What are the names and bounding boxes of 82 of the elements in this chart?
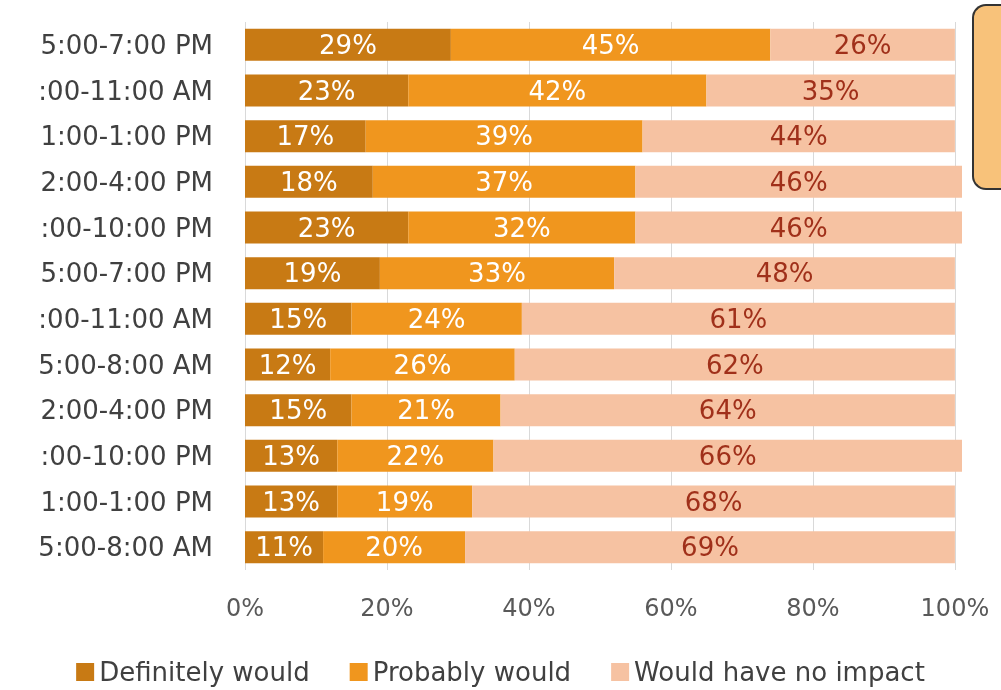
data-label: 64%	[698, 395, 757, 426]
data-label: 21%	[397, 395, 455, 426]
y-tick-label: 1:00-1:00 PM	[40, 486, 213, 517]
x-tick-label: 20%	[360, 594, 414, 622]
y-tick-label: :00-11:00 AM	[38, 303, 213, 334]
bar	[365, 120, 643, 153]
data-label: 46%	[769, 212, 828, 243]
data-label: 15%	[269, 395, 328, 426]
bar	[642, 120, 955, 153]
data-label: 26%	[833, 29, 892, 60]
data-label: 23%	[297, 75, 356, 106]
y-tick-label: :00-10:00 PM	[40, 212, 213, 243]
data-label: 18%	[279, 166, 338, 197]
data-label: 66%	[698, 440, 757, 471]
data-label: 17%	[276, 121, 335, 152]
y-tick-label: 1:00-1:00 PM	[40, 121, 213, 152]
legend-label: Would have no impact	[634, 657, 925, 687]
y-tick-label: 2:00-4:00 PM	[40, 166, 213, 197]
bar	[408, 211, 636, 244]
data-label: 26%	[393, 349, 452, 380]
data-label: 48%	[755, 258, 814, 289]
bar	[706, 74, 955, 107]
bar	[245, 74, 409, 107]
data-label: 42%	[528, 75, 587, 106]
y-tick-label: 5:00-8:00 AM	[38, 532, 213, 563]
bar	[245, 211, 409, 244]
y-tick-label: 5:00-7:00 PM	[40, 258, 213, 289]
data-label: 68%	[684, 486, 743, 517]
bar	[493, 439, 962, 472]
y-tick-label: 2:00-4:00 PM	[40, 395, 213, 426]
data-label: 33%	[468, 258, 526, 289]
data-label: 29%	[319, 29, 377, 60]
x-tick-label: 60%	[644, 594, 698, 622]
x-tick-label: 80%	[786, 594, 840, 622]
data-label: 23%	[297, 212, 356, 243]
bar	[372, 165, 636, 198]
data-label: 61%	[709, 303, 768, 334]
bar	[500, 394, 955, 427]
data-label: 69%	[681, 532, 739, 563]
data-label: 22%	[386, 440, 445, 471]
data-label: 11%	[255, 532, 313, 563]
data-label: 32%	[492, 212, 551, 243]
x-tick-label: 100%	[920, 594, 990, 622]
y-tick-label: :00-11:00 AM	[38, 75, 213, 106]
data-label: 19%	[375, 486, 434, 517]
data-label: 19%	[283, 258, 342, 289]
data-label: 15%	[269, 303, 328, 334]
data-label: 46%	[769, 166, 828, 197]
data-label: 37%	[475, 166, 534, 197]
data-label: 24%	[407, 303, 466, 334]
bar	[614, 257, 955, 290]
y-tick-label: :00-10:00 PM	[40, 440, 213, 471]
bar	[330, 348, 515, 381]
data-label: 35%	[801, 75, 860, 106]
data-label: 45%	[581, 29, 640, 60]
data-label: 12%	[258, 349, 317, 380]
legend-label: Definitely would	[99, 657, 310, 687]
bar	[379, 257, 615, 290]
bar	[465, 531, 955, 564]
bar	[521, 302, 955, 335]
data-label: 20%	[365, 532, 423, 563]
data-label: 62%	[705, 349, 764, 380]
bar	[351, 394, 501, 427]
bar	[245, 28, 451, 61]
bar	[635, 165, 962, 198]
bar	[408, 74, 707, 107]
data-label: 13%	[262, 486, 321, 517]
y-tick-label: 5:00-8:00 AM	[38, 349, 213, 380]
data-label: 39%	[475, 121, 534, 152]
bar	[770, 28, 955, 61]
bar	[450, 28, 771, 61]
legend-label: Probably would	[372, 657, 572, 687]
bar	[514, 348, 955, 381]
bar	[635, 211, 962, 244]
x-tick-label: 40%	[502, 594, 556, 622]
x-tick-label: 0%	[225, 594, 265, 622]
data-label: 44%	[769, 121, 828, 152]
bar	[472, 485, 955, 518]
data-label: 13%	[262, 440, 321, 471]
y-tick-label: 5:00-7:00 PM	[40, 29, 213, 60]
bar	[337, 439, 494, 472]
bar	[351, 302, 522, 335]
